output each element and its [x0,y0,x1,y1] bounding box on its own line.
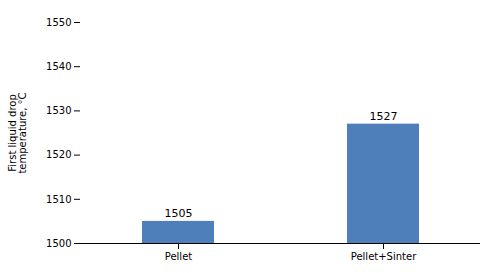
svg-text:1550: 1550 [46,17,71,28]
svg-text:1510: 1510 [46,194,71,205]
svg-text:First liquid droptemperature,: First liquid droptemperature, °C [7,92,28,173]
svg-text:Pellet+Sinter: Pellet+Sinter [351,251,417,262]
svg-text:1530: 1530 [46,105,71,116]
svg-text:1500: 1500 [46,238,71,249]
svg-text:1520: 1520 [46,149,71,160]
svg-text:Pellet: Pellet [165,251,193,262]
svg-text:1505: 1505 [165,207,193,220]
svg-text:1540: 1540 [46,61,71,72]
svg-text:1527: 1527 [370,110,398,123]
